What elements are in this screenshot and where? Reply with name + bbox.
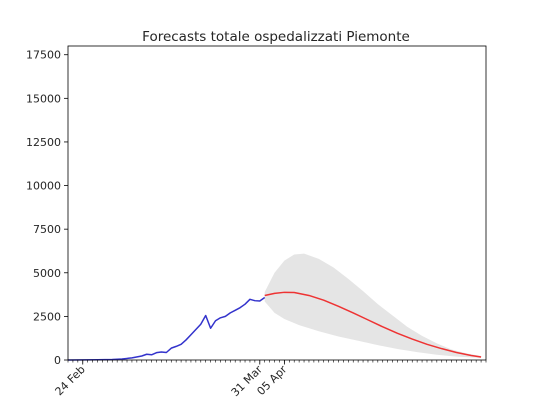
series-layer — [67, 291, 482, 361]
confidence-band — [264, 253, 482, 358]
y-tick-label: 5000 — [33, 267, 61, 280]
x-tick-label: 24 Feb — [53, 363, 88, 398]
plot-frame — [67, 45, 487, 361]
y-axis: 0 2500 5000 7500 10000 12500 15000 17500 — [26, 49, 68, 367]
chart-title: Forecasts totale ospedalizzati Piemonte — [142, 29, 410, 45]
confidence-band-layer — [264, 253, 482, 358]
y-tick-label: 15000 — [26, 92, 61, 105]
y-tick-label: 0 — [54, 354, 61, 367]
y-tick-label: 7500 — [33, 223, 61, 236]
forecast-series-line — [264, 291, 482, 358]
y-tick-label: 10000 — [26, 180, 61, 193]
y-tick-label: 17500 — [26, 49, 61, 62]
y-tick-label: 2500 — [33, 310, 61, 323]
y-tick-label: 12500 — [26, 136, 61, 149]
observed-series-line — [67, 296, 266, 361]
